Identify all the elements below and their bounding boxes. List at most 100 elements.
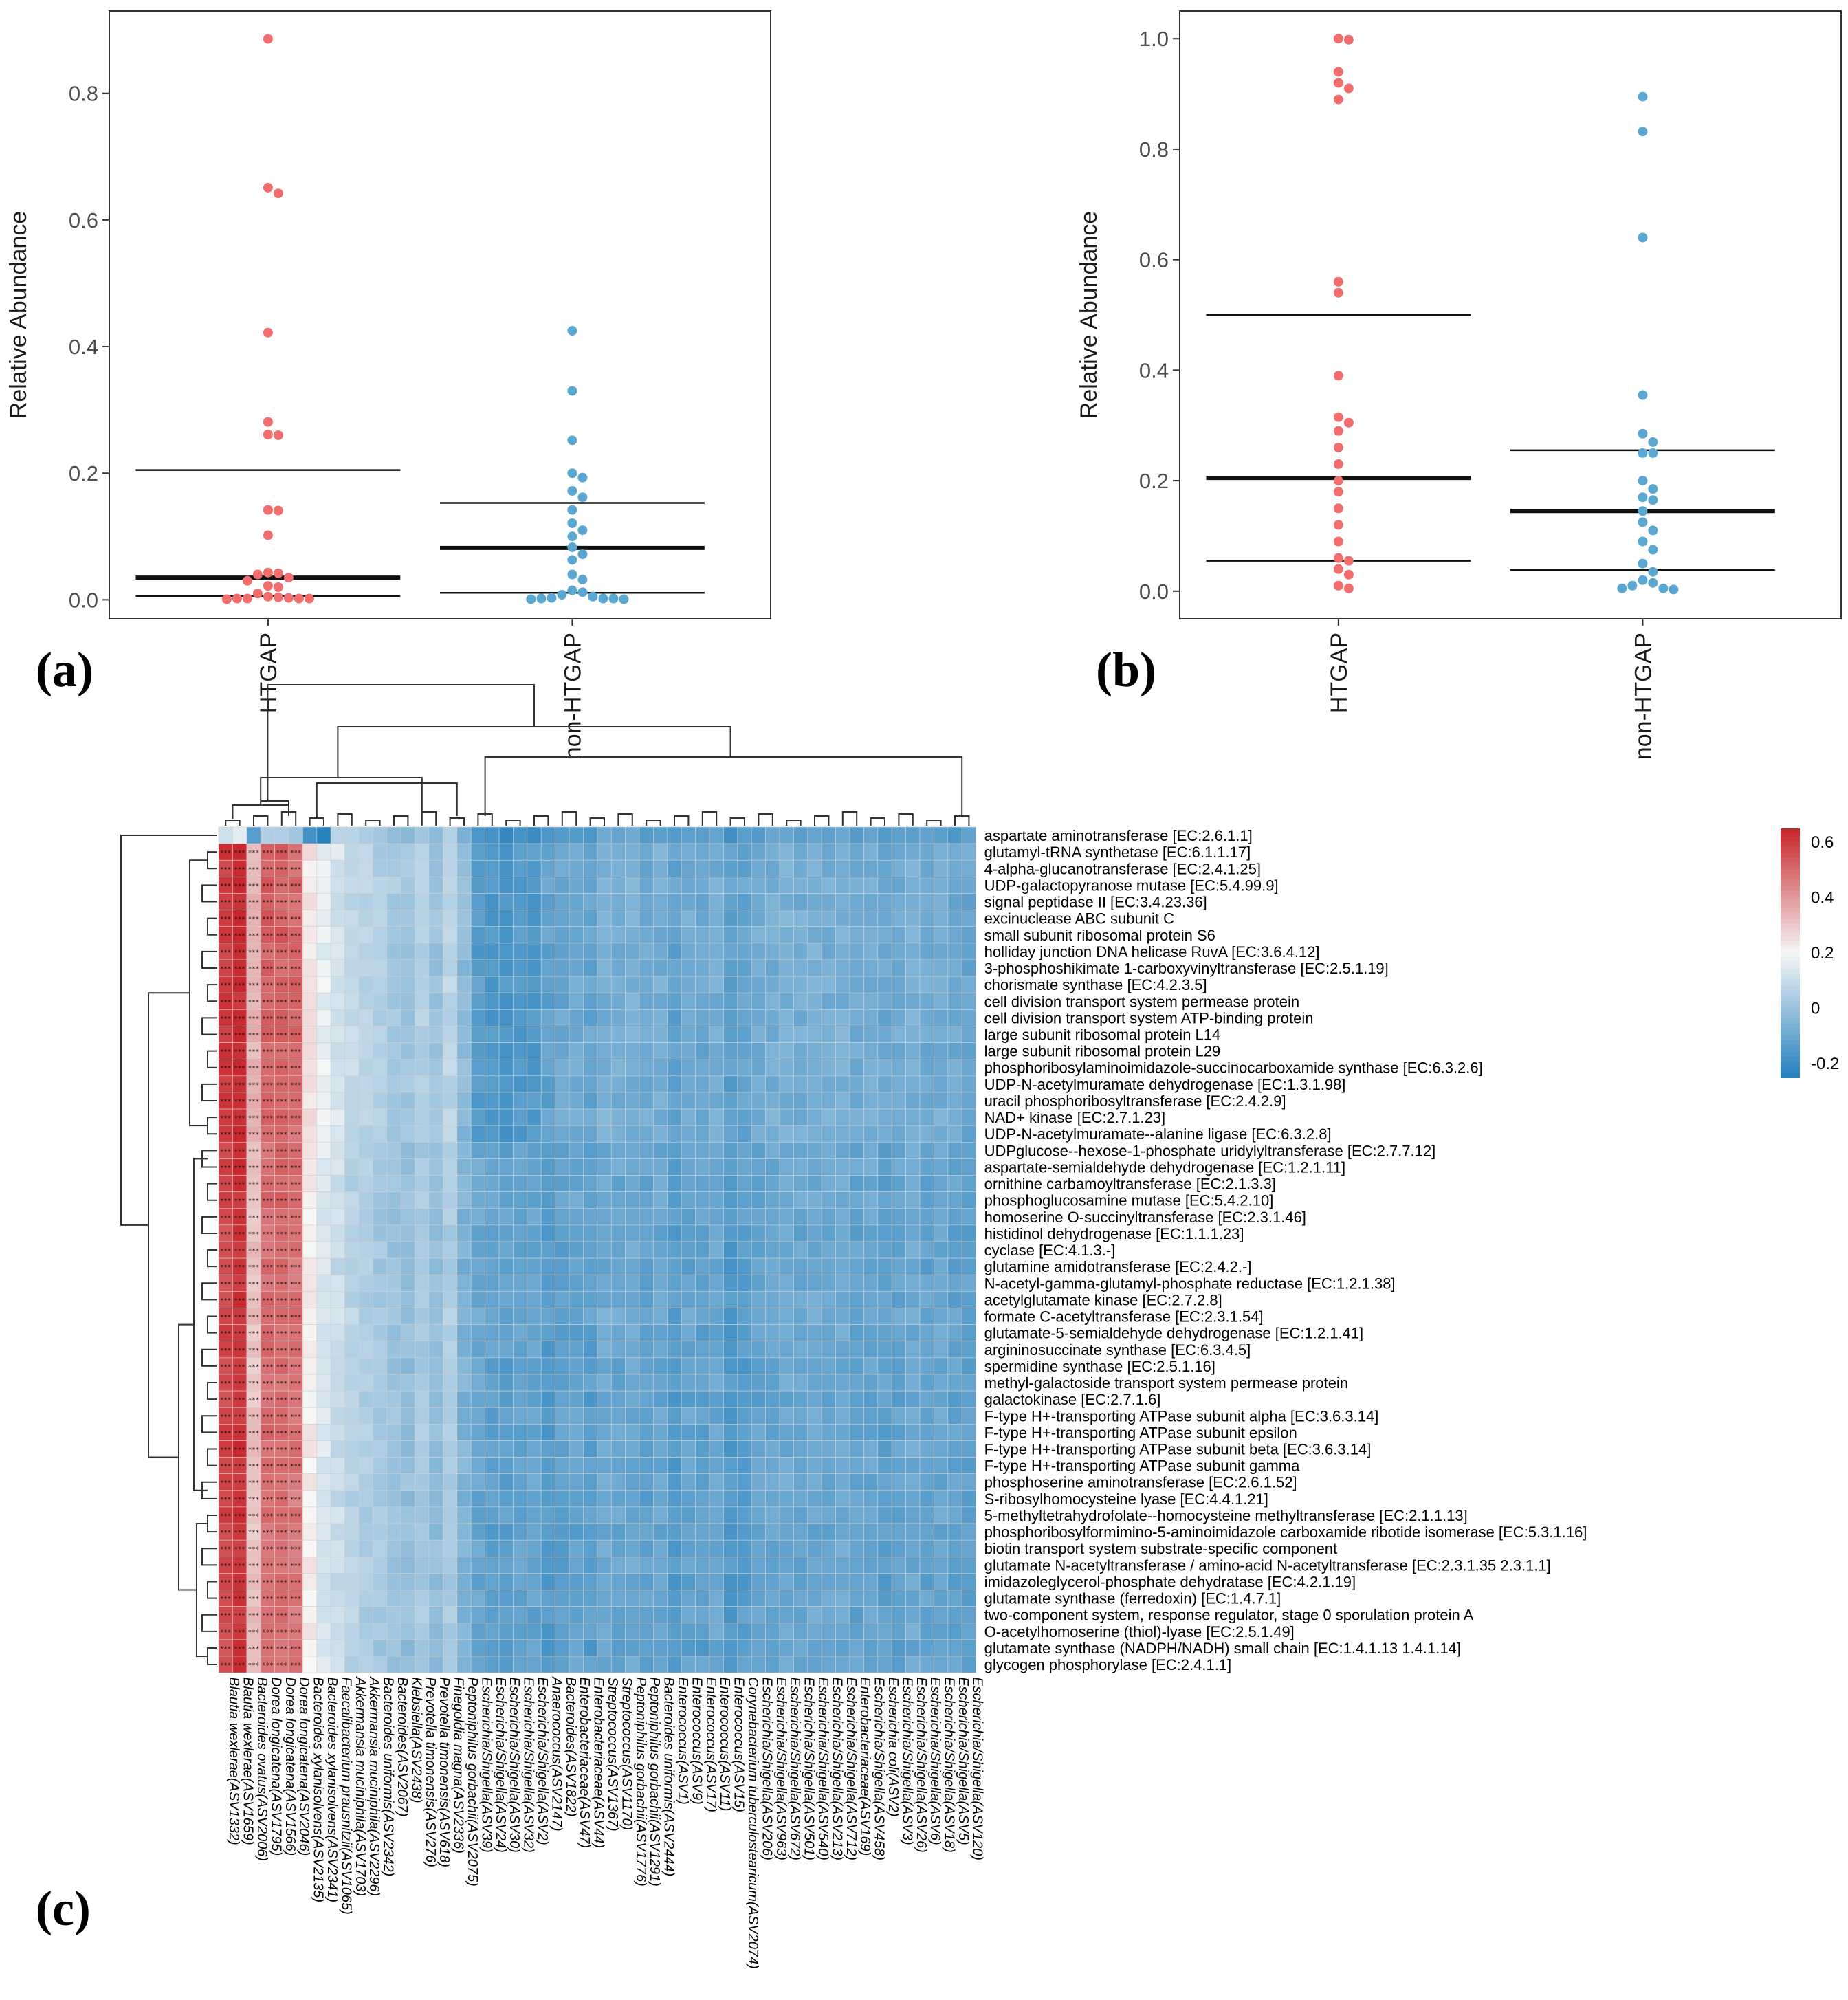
heatmap-cell: [373, 1457, 388, 1474]
heatmap-cell: [821, 943, 836, 960]
heatmap-cell: [877, 1573, 892, 1590]
heatmap-cell: [583, 943, 598, 960]
heatmap-cell: [639, 1009, 654, 1026]
heatmap-cell: [386, 1241, 402, 1259]
significance-mark: ***: [290, 1662, 301, 1669]
data-point: [1343, 583, 1354, 593]
heatmap-cell: [540, 1158, 556, 1176]
heatmap-cell: [302, 1175, 318, 1192]
heatmap-cell: [667, 992, 682, 1010]
heatmap-cell: [681, 1125, 696, 1143]
heatmap-cell: [316, 926, 331, 944]
heatmap-cell: [849, 877, 864, 894]
heatmap-cell: [597, 1224, 612, 1242]
heatmap-cell: [709, 1440, 724, 1458]
heatmap-cell: [344, 1224, 360, 1242]
significance-mark: ***: [248, 982, 259, 989]
heatmap-cell: [583, 877, 598, 894]
row-label: phosphoribosylaminoimidazole-succinocarb…: [984, 1059, 1483, 1077]
heatmap-cell: [709, 910, 724, 927]
significance-mark: ***: [276, 1297, 287, 1304]
heatmap-cell: [849, 1224, 864, 1242]
heatmap-cell: [961, 843, 976, 861]
heatmap-cell: [849, 1042, 864, 1059]
heatmap-cell: [639, 1125, 654, 1143]
heatmap-cell: [807, 1241, 822, 1259]
heatmap-cell: [877, 1274, 892, 1292]
heatmap-cell: [373, 1257, 388, 1275]
heatmap-cell: [681, 1490, 696, 1508]
heatmap-cell: [695, 1141, 710, 1159]
heatmap-cell: [653, 1059, 668, 1077]
heatmap-cell: [709, 1556, 724, 1574]
heatmap-cell: [555, 1457, 570, 1474]
heatmap-cell: [316, 1639, 331, 1657]
heatmap-cell: [835, 1440, 850, 1458]
heatmap-cell: [625, 893, 640, 910]
heatmap-cell: [400, 1291, 415, 1308]
heatmap-cell: [891, 1539, 906, 1557]
data-point: [263, 182, 273, 193]
heatmap-cell: [540, 1590, 556, 1607]
heatmap-cell: [765, 1125, 780, 1143]
heatmap-cell: [527, 976, 542, 993]
heatmap-cell: [807, 1291, 822, 1308]
y-tick-label: 0.0: [1139, 580, 1169, 604]
heatmap-cell: [527, 1092, 542, 1110]
heatmap-cell: [681, 1224, 696, 1242]
heatmap-cell: [653, 1308, 668, 1325]
heatmap-cell: [358, 959, 373, 977]
heatmap-cell: [807, 1224, 822, 1242]
significance-mark: ***: [276, 883, 287, 890]
heatmap-cell: [667, 1523, 682, 1541]
heatmap-cell: [625, 910, 640, 927]
heatmap-cell: [485, 1175, 500, 1192]
row-label: phosphoserine aminotransferase [EC:2.6.1…: [984, 1474, 1297, 1491]
dendrogram-branch: [207, 984, 217, 1002]
heatmap-cell: [667, 1092, 682, 1110]
heatmap-cell: [877, 1341, 892, 1359]
heatmap-cell: [779, 1141, 794, 1159]
heatmap-cell: [779, 1257, 794, 1275]
heatmap-cell: [386, 843, 402, 861]
heatmap-cell: [737, 1623, 752, 1640]
heatmap-cell: [807, 1639, 822, 1657]
heatmap-cell: [316, 1274, 331, 1292]
heatmap-cell: [358, 1341, 373, 1359]
significance-mark: ***: [220, 1613, 231, 1620]
column-label: Escherichia/Shigella(ASV6): [927, 1677, 943, 1845]
heatmap-cell: [373, 1556, 388, 1574]
heatmap-cell: [779, 877, 794, 894]
heatmap-cell: [569, 826, 584, 844]
heatmap-cell: [513, 1059, 528, 1077]
heatmap-cell: [540, 926, 556, 944]
significance-mark: ***: [220, 1082, 231, 1089]
data-point: [567, 555, 578, 565]
heatmap-cell: [653, 1357, 668, 1375]
heatmap-cell: [934, 1424, 949, 1441]
significance-mark: ***: [234, 1397, 245, 1404]
heatmap-cell: [498, 1490, 514, 1508]
heatmap-cell: [527, 1208, 542, 1226]
heatmap-cell: [597, 959, 612, 977]
heatmap-cell: [919, 1606, 934, 1624]
heatmap-cell: [400, 1274, 415, 1292]
significance-mark: ***: [248, 1464, 259, 1471]
significance-mark: ***: [276, 1198, 287, 1205]
heatmap-cell: [443, 1374, 458, 1392]
legend-swatch: [1781, 1023, 1800, 1029]
heatmap-cell: [625, 1257, 640, 1275]
heatmap-cell: [330, 1026, 345, 1043]
heatmap-cell: [695, 893, 710, 910]
heatmap-cell: [316, 976, 331, 993]
heatmap-cell: [947, 910, 962, 927]
heatmap-cell: [877, 1623, 892, 1640]
heatmap-cell: [330, 1059, 345, 1077]
dendrogram-branch: [729, 817, 745, 826]
heatmap-cell: [639, 1059, 654, 1077]
heatmap-cell: [667, 1009, 682, 1026]
heatmap-cell: [821, 1125, 836, 1143]
heatmap-cell: [667, 1075, 682, 1093]
heatmap-cell: [751, 1606, 766, 1624]
heatmap-cell: [583, 1639, 598, 1657]
